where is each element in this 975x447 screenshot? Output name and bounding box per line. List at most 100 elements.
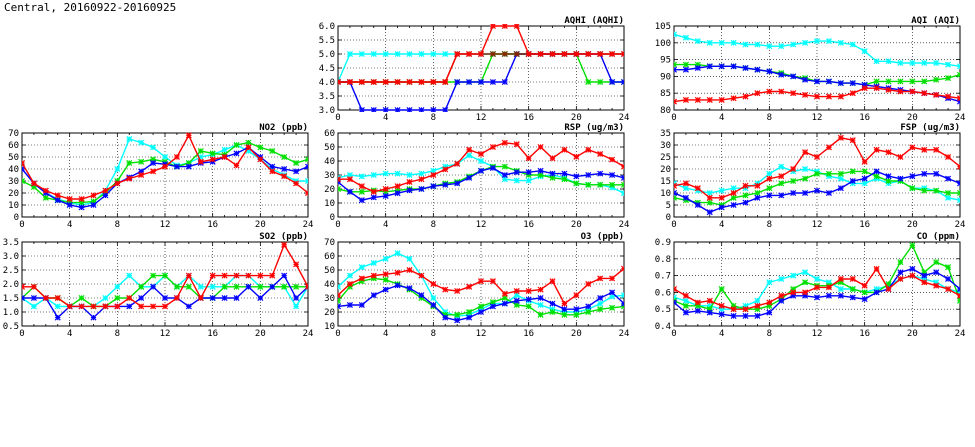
data-point [945, 75, 952, 82]
data-point [573, 311, 580, 318]
data-point [813, 38, 821, 45]
data-point [304, 189, 308, 197]
data-point [406, 255, 413, 262]
data-point [778, 180, 785, 187]
data-point [418, 292, 425, 299]
data-point [150, 303, 157, 310]
data-point [126, 272, 133, 279]
data-point [394, 183, 401, 190]
data-point [382, 192, 389, 200]
data-point [849, 137, 856, 144]
data-point [257, 294, 264, 302]
data-point [293, 180, 300, 187]
data-point [742, 312, 749, 319]
y-tick-label: 0.4 [655, 322, 671, 332]
data-point [338, 303, 342, 310]
data-point [358, 264, 365, 271]
data-point [837, 170, 844, 177]
data-point [897, 175, 904, 182]
y-tick-label: 30 [324, 294, 335, 304]
data-point [394, 190, 401, 197]
data-point [718, 194, 725, 201]
data-point [466, 78, 473, 86]
data-point [382, 106, 389, 112]
data-point [674, 66, 678, 73]
data-point [150, 168, 157, 175]
data-point [150, 283, 157, 290]
data-point [42, 294, 49, 302]
data-point [346, 188, 353, 195]
chart-o3: 0 4 8 12 16 20 24 10 20 30 40 50 60 70 O3 (ppb) [324, 232, 629, 339]
data-point [742, 182, 749, 189]
data-point [790, 189, 797, 197]
data-point [338, 78, 342, 86]
series-2 [338, 282, 624, 324]
data-point [885, 177, 892, 185]
x-tick-label: 20 [571, 220, 582, 230]
data-point [293, 294, 300, 302]
data-point [873, 58, 880, 65]
x-tick-label: 4 [719, 220, 724, 230]
data-point [802, 289, 809, 296]
data-point [466, 174, 473, 181]
data-point [682, 66, 689, 73]
series-3 [22, 132, 308, 203]
chart-co: 0 4 8 12 16 20 24 0.4 0.5 0.6 0.7 0.8 0.9 CO (ppm) [655, 232, 966, 339]
x-tick-label: 4 [67, 329, 72, 339]
data-point [825, 284, 832, 291]
y-tick-label: 6.0 [319, 22, 335, 32]
data-point [209, 283, 216, 290]
data-point [489, 143, 496, 151]
data-point [873, 85, 880, 92]
data-point [909, 265, 916, 272]
data-point [620, 78, 624, 86]
data-point [382, 78, 389, 86]
series-0 [338, 152, 624, 197]
x-tick-label: 20 [255, 329, 266, 339]
series-2 [338, 164, 624, 204]
data-point [730, 312, 737, 319]
data-point [90, 192, 97, 199]
chart-aqhi: 0 4 8 12 16 20 24 3.0 3.5 4.0 4.5 5.0 5.5 6.0 AQHI (AQ… [319, 16, 630, 123]
data-point [573, 173, 580, 180]
data-point [338, 297, 342, 304]
data-point [956, 286, 960, 293]
x-tick-label: 12 [160, 220, 171, 230]
data-point [126, 175, 133, 182]
data-point [102, 187, 109, 194]
data-point [501, 163, 508, 170]
series-4 [338, 24, 624, 86]
data-point [382, 271, 389, 278]
data-point [418, 78, 425, 86]
series-2 [674, 168, 960, 216]
x-tick-label: 16 [207, 329, 218, 339]
data-point [114, 180, 121, 187]
data-point [185, 163, 192, 170]
x-tick-label: 4 [383, 113, 388, 123]
data-point [233, 272, 240, 279]
data-point [338, 176, 342, 183]
data-point [597, 300, 604, 307]
data-point [442, 286, 449, 293]
data-point [513, 141, 520, 148]
data-point [358, 173, 365, 180]
data-point [269, 283, 276, 290]
data-point [706, 199, 713, 206]
data-point [897, 88, 904, 95]
data-point [370, 272, 377, 279]
data-point [956, 95, 960, 102]
x-tick-label: 20 [907, 113, 918, 123]
data-point [849, 90, 856, 97]
data-point [233, 283, 240, 290]
data-point [346, 50, 353, 58]
data-point [78, 303, 85, 310]
data-point [790, 272, 797, 279]
data-point [849, 286, 856, 293]
y-tick-label: 3.5 [319, 92, 335, 102]
data-point [269, 163, 276, 170]
y-tick-label: 5.0 [319, 50, 335, 60]
x-tick-label: 8 [115, 220, 120, 230]
x-tick-label: 4 [67, 220, 72, 230]
data-point [597, 50, 604, 58]
data-point [609, 78, 616, 86]
